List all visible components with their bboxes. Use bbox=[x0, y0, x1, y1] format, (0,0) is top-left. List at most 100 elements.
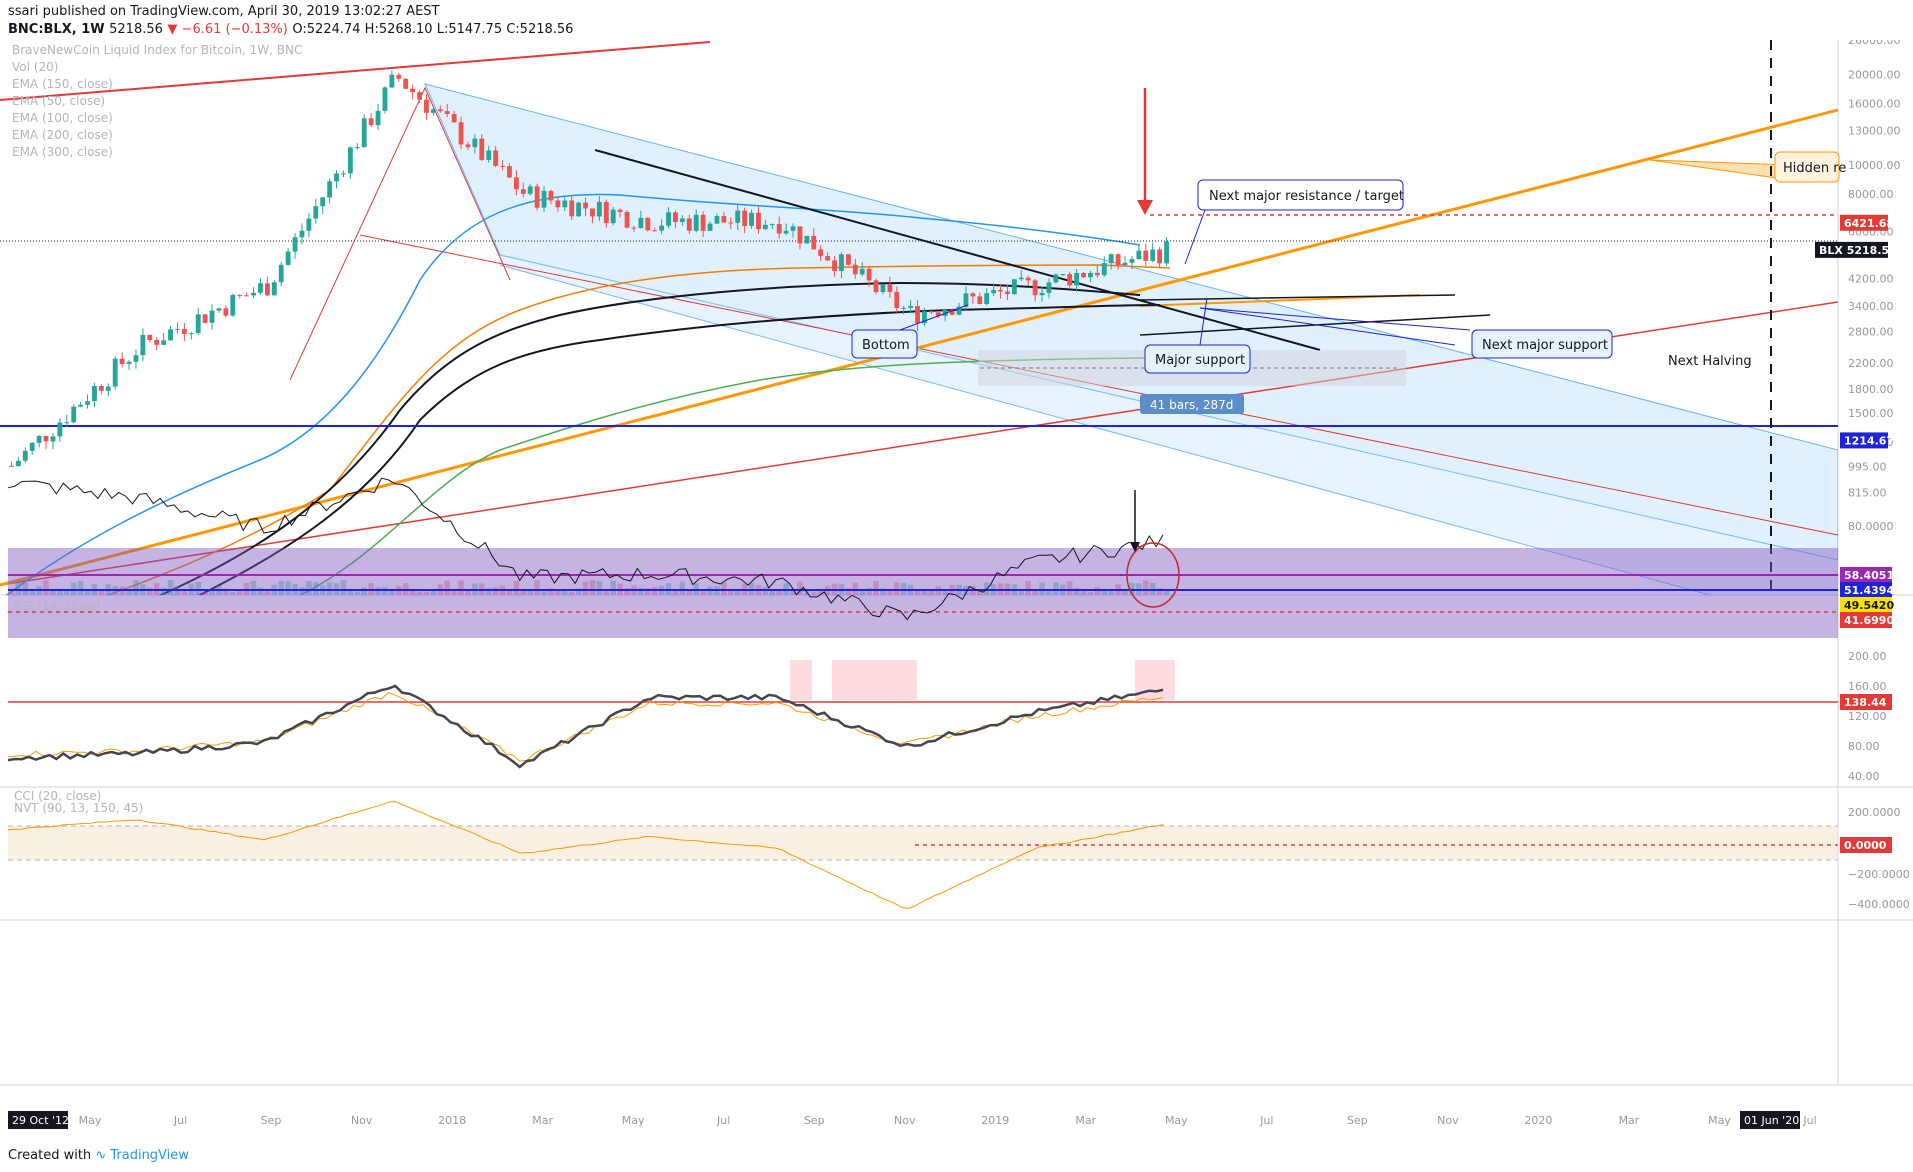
volume-bar bbox=[209, 590, 215, 595]
volume-bar bbox=[423, 591, 430, 595]
tradingview-icon: ∿ bbox=[95, 1148, 107, 1163]
ema-orange bbox=[105, 264, 1171, 595]
callout-bottom[interactable]: Bottom bbox=[851, 304, 969, 359]
volume-bar bbox=[1080, 589, 1087, 595]
bars-range-text: 41 bars, 287d bbox=[1150, 398, 1233, 412]
candle-body bbox=[811, 235, 817, 250]
candle-body bbox=[375, 110, 381, 126]
candle-body bbox=[901, 307, 907, 309]
candle-body bbox=[915, 305, 920, 324]
candle-body bbox=[707, 223, 713, 231]
candle-body bbox=[133, 355, 139, 362]
candle-body bbox=[756, 212, 761, 230]
volume-bar bbox=[278, 581, 284, 595]
volume-bar bbox=[347, 589, 354, 595]
volume-bar bbox=[921, 590, 928, 595]
volume-bar bbox=[1073, 587, 1080, 595]
volume-bar bbox=[555, 589, 561, 595]
candle-body bbox=[645, 217, 651, 231]
candle-body bbox=[209, 310, 215, 323]
volume-bar bbox=[1156, 587, 1163, 595]
volume-bar bbox=[326, 582, 333, 595]
indicator-tag-box bbox=[1840, 837, 1892, 853]
volume-bar bbox=[866, 587, 872, 595]
volume-bar bbox=[409, 590, 416, 595]
volume-bar bbox=[548, 588, 554, 595]
nvt-axis-label: 160.00 bbox=[1848, 680, 1887, 693]
volume-bar bbox=[257, 587, 264, 595]
candle-body bbox=[935, 312, 941, 316]
indicator-tag-box bbox=[1840, 694, 1892, 710]
volume-bar bbox=[900, 582, 907, 595]
footer-created: Created with bbox=[8, 1148, 92, 1163]
footer-brand[interactable]: TradingView bbox=[110, 1148, 189, 1163]
candle-body bbox=[368, 118, 374, 126]
blue-support-line-1 bbox=[1199, 307, 1471, 331]
ohlc: O:5224.74 H:5268.10 L:5147.75 C:5218.56 bbox=[292, 22, 574, 37]
candle-body bbox=[1046, 282, 1052, 293]
time-end-text: 01 Jun '20 bbox=[1744, 1114, 1799, 1127]
indicator-tag-box bbox=[1840, 612, 1892, 628]
time-axis-label: May bbox=[1165, 1114, 1188, 1127]
candle-body bbox=[790, 226, 796, 231]
callout-next-major-support[interactable]: Next major support bbox=[1471, 329, 1613, 359]
candle-body bbox=[728, 222, 734, 224]
volume-bar bbox=[942, 589, 948, 595]
price-axis[interactable]: 26000.00 20000.00 16000.00 13000.00 10000.00… bbox=[1815, 40, 1901, 500]
candle-body bbox=[818, 249, 824, 257]
volume-bar bbox=[1087, 591, 1094, 595]
candle-body bbox=[119, 358, 125, 365]
candle-body bbox=[1101, 263, 1107, 276]
cci-tags: 0.0000 bbox=[1840, 837, 1892, 853]
legend-item: EMA (300, close) bbox=[12, 145, 113, 159]
candle-body bbox=[472, 138, 478, 148]
time-start-text: 29 Oct '12 bbox=[12, 1114, 69, 1127]
candle-body bbox=[1094, 272, 1100, 276]
callout-major-support[interactable]: Major support bbox=[1144, 297, 1251, 374]
callout-hidden-text: Hidden re bbox=[1783, 161, 1846, 176]
candle-body bbox=[57, 422, 63, 437]
time-axis-label: Jul bbox=[716, 1114, 730, 1127]
candle-body bbox=[887, 284, 893, 292]
candle-body bbox=[1032, 280, 1038, 296]
chart-canvas[interactable]: BraveNewCoin Liquid Index for Bitcoin, 1… bbox=[0, 40, 1913, 1146]
candle-body bbox=[244, 295, 250, 297]
volume-bar bbox=[236, 590, 243, 595]
volume-bar bbox=[686, 589, 693, 595]
footer: Created with ∿ TradingView bbox=[8, 1148, 189, 1163]
published-line: ssari published on TradingView.com, Apri… bbox=[8, 4, 440, 19]
candle-body bbox=[541, 190, 547, 208]
candle-body bbox=[673, 212, 678, 223]
callout-resistance[interactable]: Next major resistance / target bbox=[1184, 179, 1404, 265]
ema-green bbox=[298, 357, 1151, 595]
volume-bar bbox=[541, 591, 547, 595]
volume-bar bbox=[167, 580, 174, 595]
candle-body bbox=[292, 237, 298, 252]
candle-body bbox=[188, 333, 194, 335]
candle-body bbox=[984, 293, 990, 304]
candle-body bbox=[610, 209, 616, 224]
candle-body bbox=[22, 450, 28, 461]
candle-body bbox=[534, 186, 540, 208]
volume-bar bbox=[651, 587, 658, 595]
time-axis-label: Nov bbox=[894, 1114, 916, 1127]
price-axis-label: 1500.00 bbox=[1848, 407, 1894, 420]
candle-body bbox=[596, 201, 602, 217]
candle-body bbox=[631, 227, 637, 229]
volume-bar bbox=[451, 589, 457, 595]
callout-hidden[interactable]: Hidden re bbox=[1774, 151, 1846, 183]
last-price: 5218.56 bbox=[109, 22, 163, 37]
candle-body bbox=[1150, 249, 1156, 261]
price-axis-label: 16000.00 bbox=[1848, 97, 1901, 110]
candle-body bbox=[735, 210, 741, 223]
volume-bar bbox=[534, 580, 540, 595]
candle-body bbox=[845, 254, 851, 265]
candle-body bbox=[195, 314, 201, 334]
time-axis[interactable]: May Jul Sep Nov 2018 Mar May Jul Sep Nov 2019 Mar Ma… bbox=[79, 1114, 1817, 1127]
volume-bar bbox=[859, 589, 865, 595]
candle-body bbox=[908, 305, 914, 308]
candle-body bbox=[693, 214, 699, 231]
volume-bar bbox=[43, 580, 49, 595]
candle-body bbox=[320, 197, 326, 207]
price-axis-label: 4200.00 bbox=[1848, 272, 1894, 285]
